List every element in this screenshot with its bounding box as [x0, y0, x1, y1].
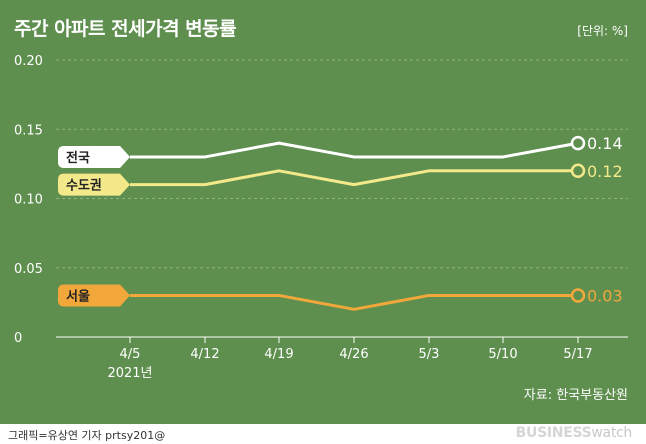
brand-main: BUSINESS: [515, 425, 592, 441]
series-end-marker: [570, 163, 586, 179]
x-year-label: 2021년: [107, 366, 152, 381]
series-tag-label: 서울: [66, 288, 90, 304]
series-tag-label: 수도권: [66, 179, 102, 194]
source-note: 자료: 한국부동산원: [523, 388, 628, 403]
x-tick-label: 4/12: [190, 347, 219, 362]
y-tick-label: 0: [14, 331, 22, 346]
series-end-label: 0.12: [587, 162, 623, 181]
x-tick-label: 4/5: [120, 347, 141, 362]
x-tick-label: 5/3: [419, 347, 440, 362]
y-tick-label: 0.10: [14, 193, 43, 208]
series-tag: [58, 284, 130, 307]
y-tick-label: 0.05: [14, 262, 43, 277]
x-tick-label: 5/10: [488, 347, 517, 362]
footer-bar: 그래픽=유상연 기자 prtsy201@ BUSINESSwatch: [0, 424, 646, 444]
x-tick-label: 5/17: [563, 347, 592, 362]
x-tick-label: 4/26: [339, 347, 368, 362]
series-end-label: 0.14: [587, 134, 623, 153]
series-tag: [58, 145, 130, 168]
series-tag-label: 전국: [66, 150, 90, 166]
series-line: [130, 141, 579, 159]
series-line: [130, 293, 578, 311]
chart-title: 주간 아파트 전세가격 변동률: [14, 18, 237, 40]
series-end-label: 0.03: [587, 286, 623, 305]
graphic-credit: 그래픽=유상연 기자 prtsy201@: [8, 429, 166, 442]
y-tick-label: 0.20: [14, 54, 43, 69]
line-chart: 0 0.05 0.10 0.15 0.20 4/5 4/12 4/19 4/26 5/3 5/10 5…: [14, 54, 628, 381]
series-tag: [58, 173, 130, 196]
brand-sub: watch: [591, 425, 632, 441]
series-end-marker: [570, 135, 586, 151]
unit-label: [단위: %]: [577, 24, 628, 38]
brand-logo: BUSINESSwatch: [515, 425, 633, 441]
x-tick-label: 4/19: [264, 347, 293, 362]
series-line: [130, 169, 578, 187]
y-tick-label: 0.15: [14, 123, 43, 138]
series-end-marker: [570, 288, 586, 303]
